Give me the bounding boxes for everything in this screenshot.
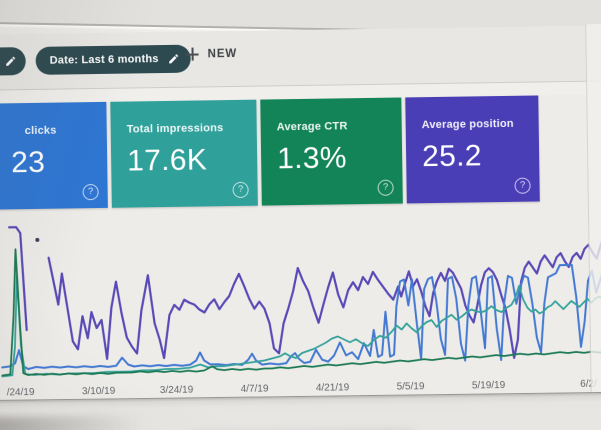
- help-icon[interactable]: ?: [514, 177, 531, 194]
- x-axis-label: 5/19/19: [471, 379, 506, 392]
- filter-pill-cutoff[interactable]: [0, 47, 26, 76]
- performance-line-chart[interactable]: [0, 209, 601, 384]
- chart-speck-dot: [35, 237, 40, 242]
- card-label: Average position: [421, 117, 514, 132]
- card-value: 25.2: [421, 139, 482, 174]
- card-label: Average CTR: [276, 120, 348, 134]
- x-axis-label: 4/7/19: [240, 383, 269, 395]
- series-line-ctr: [1, 248, 601, 377]
- new-filter-label: NEW: [207, 47, 238, 60]
- metric-cards-row: clicks 23 ? Total impressions 17.6K ? Av…: [0, 94, 601, 211]
- filters-toolbar: Date: Last 6 months NEW: [0, 25, 601, 91]
- help-icon[interactable]: ?: [232, 181, 249, 199]
- date-range-filter-pill[interactable]: Date: Last 6 months: [35, 44, 191, 75]
- card-average-position[interactable]: Average position 25.2 ?: [405, 95, 540, 204]
- card-value: 17.6K: [126, 143, 208, 178]
- series-line-clicks: [1, 263, 601, 371]
- chart-canvas: [1, 226, 601, 378]
- card-label: clicks: [24, 124, 57, 138]
- series-line-position: [8, 226, 28, 332]
- help-icon[interactable]: ?: [377, 179, 394, 196]
- card-total-impressions[interactable]: Total impressions 17.6K ?: [110, 99, 258, 208]
- card-value: 1.3%: [276, 141, 347, 176]
- help-icon[interactable]: ?: [82, 183, 99, 201]
- bezel-shadow: [0, 415, 143, 430]
- search-console-performance-screen: Date: Last 6 months NEW clicks 23 ? Tota…: [0, 25, 601, 404]
- date-range-filter-label: Date: Last 6 months: [49, 53, 159, 67]
- edit-icon: [6, 56, 16, 66]
- series-line-impressions: [1, 274, 601, 378]
- card-average-ctr[interactable]: Average CTR 1.3% ?: [260, 97, 403, 206]
- edit-icon: [169, 54, 179, 64]
- new-filter-button[interactable]: NEW: [186, 47, 238, 61]
- card-total-clicks[interactable]: clicks 23 ?: [0, 101, 108, 211]
- plus-icon: [186, 47, 199, 60]
- x-axis-label: 4/21/19: [315, 382, 350, 394]
- x-axis-label: 3/10/19: [81, 385, 116, 398]
- card-label: Total impressions: [126, 122, 224, 136]
- card-value: 23: [10, 145, 46, 180]
- x-axis-label: /24/19: [6, 386, 35, 399]
- x-axis-label: 3/24/19: [159, 384, 194, 397]
- x-axis-label: 5/5/19: [396, 381, 425, 393]
- series-line-position: [47, 241, 601, 360]
